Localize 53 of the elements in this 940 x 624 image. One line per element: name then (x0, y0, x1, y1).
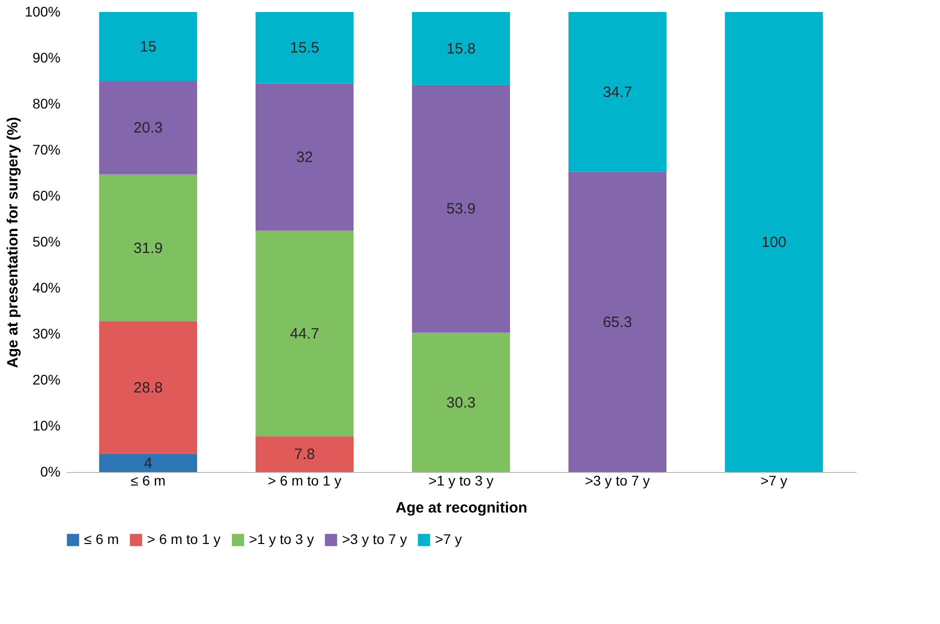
x-tick-label: >7 y (760, 472, 788, 488)
bar (99, 12, 198, 81)
y-axis-title: Age at presentation for surgery (%) (4, 117, 22, 368)
bar (256, 436, 354, 472)
bar (412, 12, 510, 85)
data-label: 15 (140, 38, 156, 56)
bar (256, 12, 354, 84)
bar (568, 172, 666, 472)
bar (99, 454, 198, 472)
y-tick-label: 30% (32, 326, 60, 342)
data-label: 30.3 (446, 394, 476, 412)
y-tick-label: 80% (32, 96, 60, 112)
bar (412, 332, 510, 472)
data-label: 15.5 (290, 40, 320, 57)
x-tick-label: > 6 m to 1 y (268, 472, 342, 488)
bar (256, 83, 354, 230)
y-tick-label: 0% (40, 464, 60, 480)
bar (99, 321, 198, 454)
y-tick-label: 100% (24, 4, 60, 20)
data-label: 15.8 (446, 40, 476, 58)
x-tick-label: >1 y to 3 y (428, 472, 494, 488)
y-tick-label: 50% (32, 234, 60, 250)
legend-label: > 6 m to 1 y (147, 531, 221, 547)
bar (412, 84, 510, 333)
y-tick-label: 70% (32, 142, 60, 158)
legend-label: >3 y to 7 y (342, 531, 407, 547)
bar (256, 230, 354, 436)
y-tick-label: 90% (32, 50, 60, 66)
bar (568, 12, 666, 172)
data-label: 53.9 (446, 200, 476, 218)
y-tick-label: 20% (32, 372, 60, 388)
data-label: 28.8 (134, 379, 163, 396)
data-label: 7.8 (294, 446, 315, 464)
data-label: 44.7 (290, 325, 320, 342)
legend-label: ≤ 6 m (84, 531, 119, 547)
y-tick-label: 40% (32, 280, 60, 296)
data-label: 31.9 (134, 240, 163, 257)
y-tick-label: 10% (32, 418, 60, 434)
data-label: 32 (296, 148, 313, 166)
bar (99, 81, 198, 174)
data-label: 65.3 (602, 314, 632, 331)
legend-label: >1 y to 3 y (249, 531, 314, 547)
bar (724, 12, 823, 472)
data-label: 4 (144, 454, 152, 472)
data-label: 20.3 (134, 120, 163, 137)
x-axis-title: Age at recognition (396, 500, 528, 516)
data-label: 100 (761, 234, 786, 251)
x-tick-label: >3 y to 7 y (584, 472, 650, 488)
x-tick-label: ≤ 6 m (130, 472, 166, 488)
y-tick-label: 60% (32, 188, 60, 204)
data-label: 34.7 (602, 84, 632, 101)
legend-label: >7 y (435, 531, 462, 547)
bar (99, 174, 198, 322)
